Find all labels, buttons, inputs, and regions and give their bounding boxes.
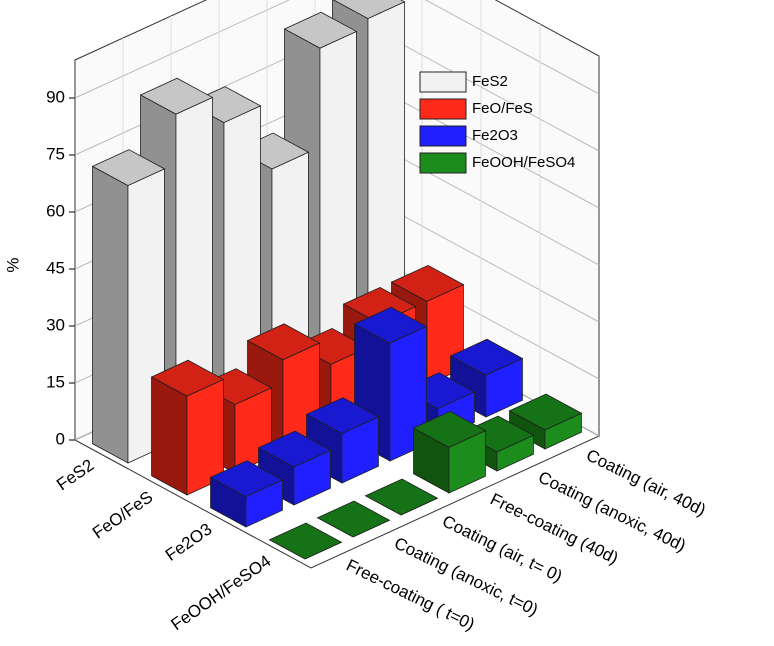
bar-top-face [139, 77, 214, 115]
y-tick-label: 30 [46, 315, 65, 334]
y-axis-label: % [3, 257, 22, 272]
bar-top-shade [247, 323, 320, 360]
bar-shade [210, 477, 246, 527]
bar-top-face [353, 306, 428, 344]
bar [209, 460, 284, 528]
depth-tick-label: FeO/FeS [89, 487, 156, 542]
bar-top-face [305, 397, 380, 435]
bar-top-face [257, 430, 332, 468]
bar [150, 359, 225, 496]
bar [364, 478, 439, 516]
bar-top-shade [269, 523, 342, 559]
bar-top-face [246, 323, 321, 361]
bar-top-face [283, 11, 358, 49]
bar-top-shade [295, 328, 368, 365]
bar [412, 410, 487, 494]
bar-top-shade [140, 78, 213, 115]
bar-shade [92, 166, 128, 463]
legend-label: FeO/FeS [472, 100, 533, 117]
bar-top-shade [333, 0, 405, 19]
bar-top-face [390, 264, 465, 302]
legend-swatch [419, 125, 467, 147]
bar [268, 522, 343, 560]
bar-top-face [150, 359, 225, 397]
bar-shade [151, 376, 187, 495]
bar-top-shade [151, 360, 224, 397]
y-tick-label: 45 [46, 258, 65, 277]
legend-swatch [419, 98, 467, 120]
depth-tick-label: FeOOH/FeSO4 [168, 551, 275, 634]
legend-label: FeS2 [472, 73, 508, 90]
bar-top-shade [450, 339, 523, 376]
bar-top-shade [354, 307, 427, 344]
bar-top-shade [461, 416, 534, 452]
depth-tick-label: Fe2O3 [162, 519, 215, 564]
bar-top-face [508, 393, 583, 431]
y-tick-label: 60 [46, 201, 65, 220]
legend-label: Fe2O3 [472, 127, 518, 144]
y-tick-label: 75 [46, 144, 65, 163]
y-tick-label: 0 [56, 429, 65, 448]
bar-top-shade [365, 479, 438, 515]
bar-top-face [332, 0, 406, 20]
bar [316, 500, 391, 538]
bar-shade [509, 410, 545, 449]
bar-top-shade [413, 411, 486, 448]
legend-swatch [419, 71, 467, 93]
bar [508, 393, 583, 450]
y-tick-label: 90 [46, 87, 65, 106]
bar-shade [413, 428, 449, 493]
bar-top-shade [391, 265, 464, 302]
legend-swatch [419, 152, 467, 174]
bar-top-face [316, 500, 391, 538]
bar-top-face [412, 410, 487, 448]
bar-top-shade [258, 431, 331, 467]
bar-top-face [449, 338, 524, 376]
y-tick-label: 15 [46, 372, 65, 391]
bar-top-face [364, 478, 439, 516]
bar-top-shade [210, 460, 283, 497]
bar-top-shade [317, 501, 390, 537]
bar-top-face [268, 522, 343, 560]
bar-top-face [91, 149, 166, 187]
bar-top-shade [306, 397, 379, 434]
depth-tick-label: FeS2 [53, 455, 97, 494]
bar-top-face [209, 460, 284, 498]
bar-top-shade [509, 394, 582, 430]
bar-top-shade [92, 149, 165, 186]
bar-top-shade [284, 12, 357, 49]
legend: FeS2 FeO/FeS Fe2O3 FeOOH/FeSO4 [419, 71, 575, 174]
legend-label: FeOOH/FeSO4 [472, 154, 575, 171]
